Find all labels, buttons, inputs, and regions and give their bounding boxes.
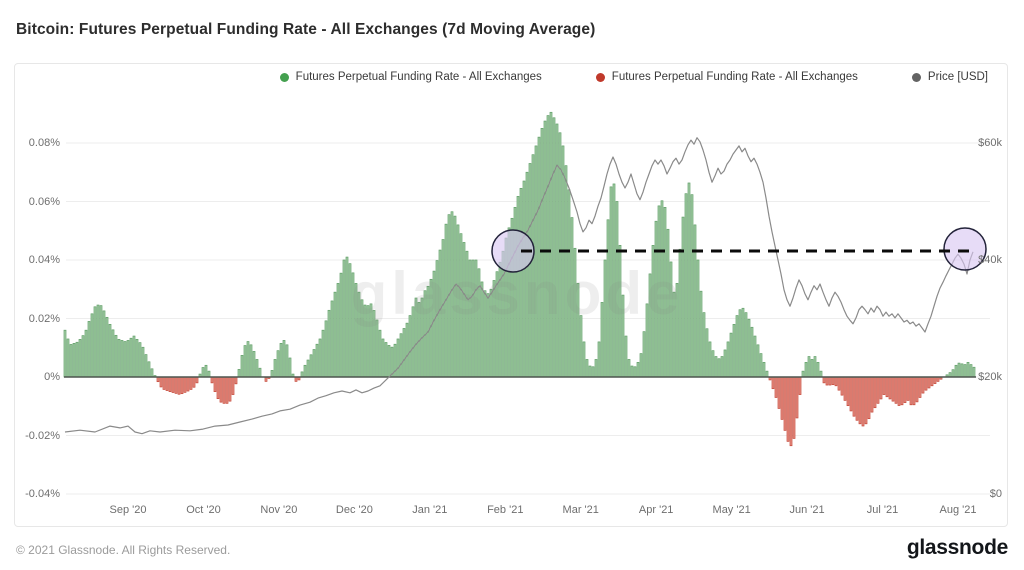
legend-label-funding-positive: Futures Perpetual Funding Rate - All Exc… — [295, 71, 542, 83]
copyright-text: © 2021 Glassnode. All Rights Reserved. — [16, 543, 231, 557]
price-line — [64, 137, 974, 435]
legend-gray-dot-icon — [911, 72, 921, 82]
annotation-circle-right — [943, 227, 987, 271]
legend-label-price: Price [USD] — [927, 71, 988, 83]
legend-label-funding-negative: Futures Perpetual Funding Rate - All Exc… — [611, 71, 858, 83]
legend-item-price[interactable]: Price [USD] — [911, 71, 988, 83]
annotation-circle-left — [491, 229, 535, 273]
legend-item-funding-negative[interactable]: Futures Perpetual Funding Rate - All Exc… — [595, 71, 858, 83]
legend-green-dot-icon — [279, 72, 289, 82]
legend-red-dot-icon — [595, 72, 605, 82]
chart-legend: Futures Perpetual Funding Rate - All Exc… — [14, 71, 1008, 83]
legend-item-funding-positive[interactable]: Futures Perpetual Funding Rate - All Exc… — [279, 71, 542, 83]
glassnode-logo: glassnode — [906, 536, 1008, 559]
page-title: Bitcoin: Futures Perpetual Funding Rate … — [16, 21, 596, 38]
